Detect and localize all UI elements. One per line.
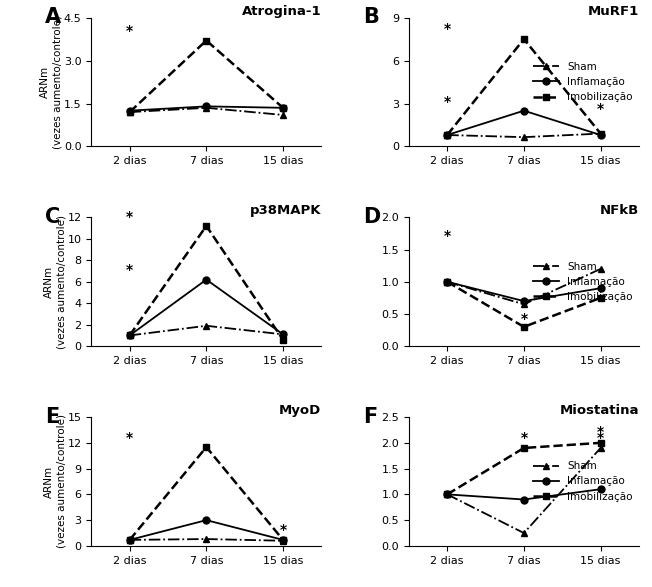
Text: D: D [363, 207, 380, 227]
Text: *: * [443, 95, 451, 109]
Text: *: * [126, 264, 133, 278]
Text: *: * [520, 431, 527, 446]
Text: E: E [45, 407, 59, 427]
Text: *: * [126, 210, 133, 224]
Text: Miostatina: Miostatina [559, 404, 639, 417]
Text: *: * [126, 430, 133, 444]
Text: C: C [45, 207, 61, 227]
Legend: Sham, Inflamação, Imobilização: Sham, Inflamação, Imobilização [529, 457, 637, 506]
Text: A: A [45, 7, 61, 28]
Legend: Sham, Inflamação, Imobilização: Sham, Inflamação, Imobilização [529, 58, 637, 106]
Text: B: B [363, 7, 379, 28]
Text: *: * [126, 24, 133, 38]
Legend: Sham, Inflamação, Imobilização: Sham, Inflamação, Imobilização [529, 257, 637, 306]
Text: Atrogina-1: Atrogina-1 [242, 5, 321, 18]
Y-axis label: ARNm
(vezes aumento/controle): ARNm (vezes aumento/controle) [44, 414, 66, 548]
Text: MuRF1: MuRF1 [587, 5, 639, 18]
Text: F: F [363, 407, 377, 427]
Text: *: * [597, 102, 604, 116]
Text: *: * [597, 425, 604, 438]
Text: *: * [443, 22, 451, 36]
Text: *: * [597, 431, 604, 446]
Text: *: * [280, 524, 287, 537]
Text: MyoD: MyoD [279, 404, 321, 417]
Text: *: * [520, 312, 527, 326]
Y-axis label: ARNm
(vezes aumento/controle): ARNm (vezes aumento/controle) [40, 15, 63, 149]
Text: NFkB: NFkB [600, 204, 639, 217]
Text: p38MAPK: p38MAPK [250, 204, 321, 217]
Text: *: * [443, 229, 451, 243]
Y-axis label: ARNm
(vezes aumento/controle): ARNm (vezes aumento/controle) [44, 215, 66, 349]
